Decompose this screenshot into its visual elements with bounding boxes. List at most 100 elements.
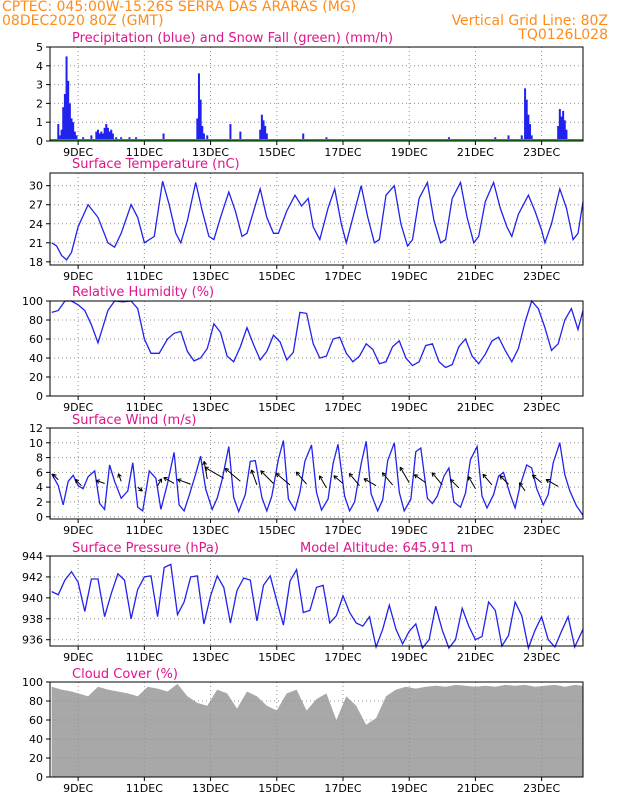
y-tick-label: 40	[29, 352, 43, 365]
precip-bar	[529, 124, 532, 141]
wind-vector-head	[204, 467, 208, 471]
panel-title: Surface Wind (m/s)	[72, 413, 196, 428]
y-tick-label: 18	[29, 256, 43, 269]
precip-bar	[264, 125, 267, 141]
wind-vector	[399, 466, 410, 483]
precip-bar	[103, 127, 106, 141]
wind-vector-head	[177, 478, 182, 480]
precip-bar	[558, 109, 561, 141]
x-tick-label: 13DEC	[192, 651, 229, 664]
precip-bar	[106, 127, 109, 141]
y-tick-label: 2	[36, 496, 43, 509]
y-tick-label: 936	[22, 634, 43, 647]
x-tick-label: 9DEC	[63, 651, 93, 664]
wind-vector-shaft	[413, 474, 427, 484]
station-title: CPTEC: 045:00W-15:26S SERRA DAS ARARAS (…	[2, 0, 357, 15]
x-tick-label: 11DEC	[126, 782, 163, 795]
wind-vector-head	[96, 479, 101, 481]
precip-bar	[524, 88, 527, 141]
panel-rh: Relative Humidity (%) 0 20 40 60 80 100 9DEC 11D…	[22, 285, 584, 414]
wind-vector-shaft	[204, 466, 225, 479]
precip-bar	[507, 135, 510, 141]
precip-bar	[63, 94, 66, 141]
wind-vector	[95, 479, 105, 484]
wind-vector-head	[450, 478, 455, 482]
x-tick-label: 9DEC	[63, 524, 93, 537]
precip-bar	[199, 99, 202, 141]
precip-bar	[111, 133, 114, 141]
wind-vector	[381, 472, 394, 486]
panel-title: Precipitation (blue) and Snow Fall (gree…	[72, 31, 393, 46]
y-tick-label: 100	[22, 676, 43, 689]
y-tick-label: 2	[36, 97, 43, 110]
panel-title: Relative Humidity (%)	[72, 285, 214, 300]
y-tick-label: 4	[36, 60, 43, 73]
precip-bar	[565, 129, 568, 141]
wind-vector-head	[349, 472, 354, 476]
wind-vector-head	[482, 473, 487, 477]
x-tick-label: 17DEC	[324, 401, 361, 414]
panel-temp: Surface Temperature (nC) 18 21 24 27 30 9DEC 11…	[29, 157, 584, 283]
panel-frame	[49, 300, 584, 397]
chart-header: CPTEC: 045:00W-15:26S SERRA DAS ARARAS (…	[0, 0, 618, 50]
precip-bar	[70, 118, 73, 141]
panel-wind: Surface Wind (m/s) 0 2 4 68 10 12 9DEC 11DEC 13DE…	[29, 413, 584, 537]
wind-vector-head	[413, 474, 417, 479]
wind-vector	[348, 472, 360, 487]
precip-bar	[75, 135, 78, 141]
precip-bar	[557, 125, 560, 141]
y-tick-label: 60	[29, 714, 43, 727]
wind-vector-head	[95, 480, 100, 484]
panel-frame	[49, 427, 584, 520]
series-line	[51, 563, 584, 651]
wind-vector-shaft	[260, 470, 274, 484]
precip-bar	[101, 133, 104, 141]
precip-bar	[206, 135, 209, 141]
y-tick-label: 938	[22, 613, 43, 626]
x-tick-label: 21DEC	[457, 401, 494, 414]
x-tick-label: 15DEC	[258, 270, 295, 283]
wind-vector-shaft	[95, 479, 105, 484]
wind-vector	[295, 471, 307, 485]
wind-vector-head	[117, 473, 119, 478]
wind-vector-shaft	[450, 479, 460, 489]
y-tick-label: 6	[36, 466, 43, 479]
panel-title: Surface Temperature (nC)	[72, 157, 240, 172]
wind-vector-shaft	[163, 477, 175, 484]
precip-bar	[100, 131, 103, 141]
wind-vector-head	[260, 470, 265, 473]
wind-vector-head	[499, 475, 502, 480]
wind-vector-shaft	[157, 478, 163, 486]
panel-frame	[49, 555, 584, 647]
wind-vector-head	[203, 461, 208, 465]
wind-vector	[204, 466, 225, 479]
precip-bar	[72, 122, 75, 141]
wind-vector	[499, 475, 509, 485]
wind-vector-shaft	[482, 473, 493, 486]
precip-bar	[530, 135, 533, 141]
precip-bar	[162, 133, 165, 141]
precip-bar	[97, 129, 100, 141]
y-tick-label: 3	[36, 79, 43, 92]
x-tick-label: 17DEC	[324, 651, 361, 664]
precip-bar	[201, 125, 204, 141]
y-tick-label: 5	[36, 41, 43, 54]
precip-bar	[259, 129, 262, 141]
cloud-cover-area	[51, 683, 584, 777]
wind-vector-head	[74, 478, 80, 481]
x-tick-label: 23DEC	[523, 146, 560, 159]
wind-vector	[250, 469, 258, 486]
wind-vector-head	[431, 472, 436, 475]
panel-frame	[49, 172, 584, 266]
wind-vector-head	[468, 476, 473, 480]
x-tick-label: 19DEC	[391, 782, 428, 795]
wind-vector	[449, 478, 460, 489]
y-tick-label: 1	[36, 116, 43, 129]
precip-bar	[58, 135, 61, 141]
y-tick-label: 0	[36, 511, 43, 524]
wind-vector-shaft	[518, 482, 526, 492]
series-line	[51, 180, 584, 261]
precip-bar	[60, 129, 63, 141]
x-tick-label: 13DEC	[192, 782, 229, 795]
y-tick-label: 0	[36, 771, 43, 784]
